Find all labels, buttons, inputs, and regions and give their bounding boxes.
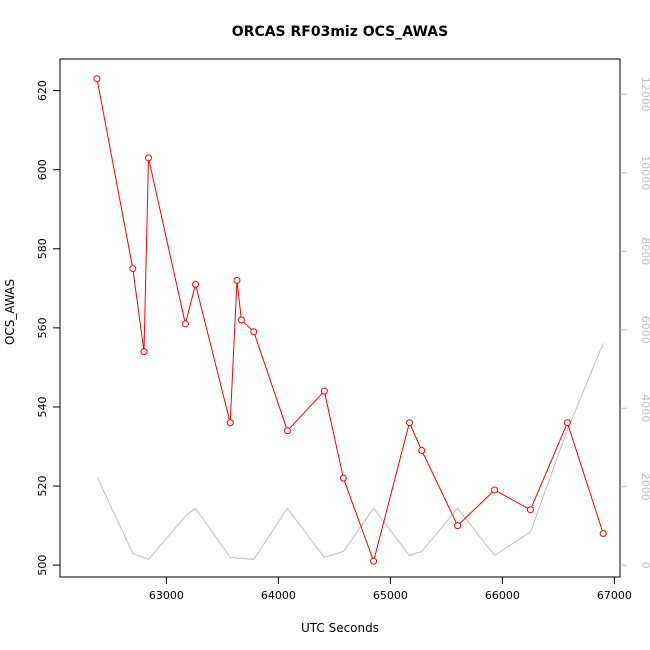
y2-tick-label: 10000 <box>639 155 650 190</box>
y2-tick-label: 4000 <box>639 394 650 422</box>
data-point <box>283 427 291 435</box>
x-tick-label: 66000 <box>485 589 520 602</box>
axes-layer: 63000 64000 65000 66000 67000 500 520 540 560 580… <box>36 77 650 602</box>
plot-area-frame <box>59 58 621 578</box>
data-point <box>454 522 462 530</box>
primary-series-line <box>96 78 604 563</box>
data-point <box>563 419 571 427</box>
x-tick-label: 63000 <box>149 589 184 602</box>
y2-tick-label: 6000 <box>639 316 650 344</box>
data-point <box>418 446 426 454</box>
y-tick-label: 520 <box>36 476 49 497</box>
y2-tick-label: 12000 <box>639 77 650 112</box>
data-point <box>233 276 241 284</box>
data-point <box>144 154 152 162</box>
y-tick-label: 600 <box>36 159 49 180</box>
data-point <box>237 316 245 324</box>
data-point <box>192 280 200 288</box>
chart-title: ORCAS RF03miz OCS_AWAS <box>232 24 448 40</box>
series-layer <box>93 75 607 565</box>
x-tick-label: 65000 <box>373 589 408 602</box>
data-point <box>491 486 499 494</box>
data-point <box>526 506 534 514</box>
y-tick-label: 540 <box>36 396 49 417</box>
data-point <box>339 474 347 482</box>
data-point <box>250 328 258 336</box>
x-tick-label: 64000 <box>261 589 296 602</box>
y-axis-label: OCS_AWAS <box>3 279 17 345</box>
data-point <box>405 419 413 427</box>
y-tick-label: 560 <box>36 317 49 338</box>
y-tick-label: 620 <box>36 80 49 101</box>
secondary-series-line <box>96 343 604 560</box>
y-tick-label: 500 <box>36 555 49 576</box>
data-point <box>140 348 148 356</box>
y-tick-label: 580 <box>36 238 49 259</box>
y2-tick-label: 0 <box>639 562 650 569</box>
data-point <box>226 419 234 427</box>
data-point <box>370 557 378 565</box>
y2-tick-label: 2000 <box>639 473 650 501</box>
y2-tick-label: 8000 <box>639 237 650 265</box>
x-axis-label: UTC Seconds <box>301 621 379 635</box>
data-point <box>129 265 137 273</box>
data-point <box>320 387 328 395</box>
x-tick-label: 67000 <box>597 589 632 602</box>
data-point <box>93 75 101 83</box>
data-point <box>599 530 607 538</box>
data-point <box>181 320 189 328</box>
